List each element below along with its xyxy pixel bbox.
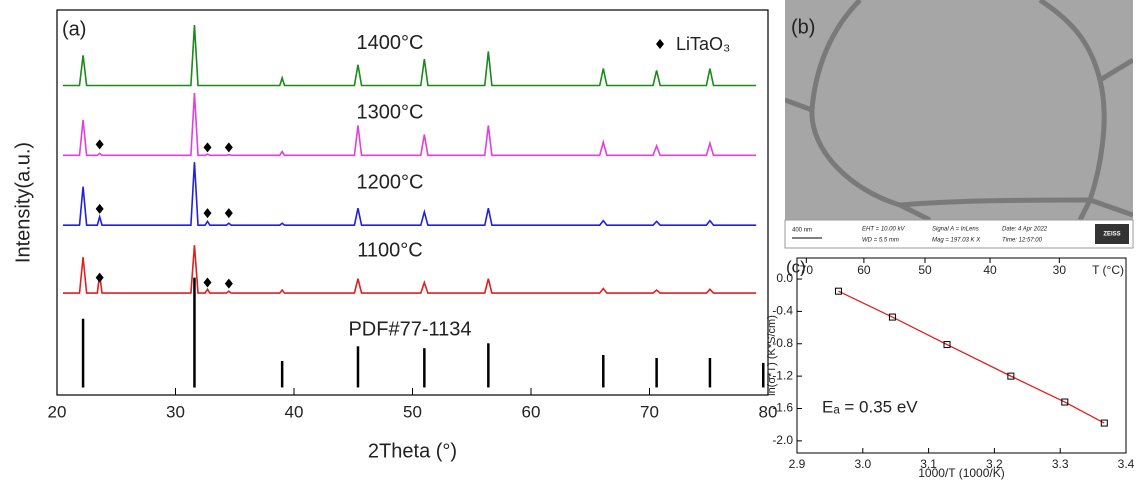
- sem-info: WD = 5.5 mm: [862, 238, 899, 244]
- diamond-marker: [95, 203, 104, 214]
- x2-tick-label: 70: [800, 263, 814, 277]
- x-axis-label: 2Theta (°): [368, 440, 457, 462]
- x-tick-label: 60: [522, 402, 541, 421]
- x-tick-label: 30: [166, 402, 185, 421]
- y-axis-label: Intensity(a.u.): [12, 142, 34, 263]
- sem-info: Date: 4 Apr 2022: [1002, 227, 1048, 233]
- legend-marker: [656, 39, 664, 49]
- y-tick-label: -2.0: [772, 433, 793, 447]
- series-label: 1300°C: [357, 102, 424, 124]
- x-tick-label: 2.9: [789, 457, 806, 471]
- x-tick-label: 80: [759, 402, 778, 421]
- panel-label: (b): [791, 16, 815, 38]
- x2-tick-label: 40: [983, 263, 997, 277]
- x-tick-label: 3.1: [920, 457, 937, 471]
- logo: ZEISS: [1103, 232, 1120, 238]
- sem-info: Mag = 197.03 K X: [932, 238, 981, 244]
- x-tick-label: 20: [48, 402, 67, 421]
- x-tick-label: 50: [403, 402, 422, 421]
- grain-edge: [1089, 197, 1133, 218]
- diamond-marker: [95, 139, 104, 150]
- x-tick-label: 40: [285, 402, 304, 421]
- grain-boundaries: [785, 0, 1133, 220]
- plot-frame: [796, 257, 1127, 454]
- data-point: [1100, 419, 1108, 427]
- diamond-marker: [224, 142, 233, 153]
- reference-label: PDF#77-1134: [348, 318, 471, 340]
- x-tick-label: 3.2: [986, 457, 1003, 471]
- sem-image: [785, 0, 1133, 220]
- annotation: Eₐ = 0.35 eV: [822, 397, 918, 416]
- grain-edge: [809, 0, 932, 220]
- diamond-marker: [203, 142, 212, 153]
- x2-axis-label: T (°C): [1092, 263, 1124, 277]
- sem-info: Signal A = InLens: [932, 227, 979, 233]
- y-tick-label: -1.6: [772, 401, 793, 415]
- scale-label: 400 nm: [792, 228, 812, 234]
- x-axis-label: 1000/T (1000/K): [918, 466, 1005, 480]
- fit-line: [838, 290, 1105, 424]
- xrd-line: [62, 25, 757, 87]
- y-tick-label: -0.4: [772, 304, 793, 318]
- grain-edge: [785, 97, 813, 113]
- data-point: [1007, 372, 1015, 380]
- diamond-marker: [203, 277, 212, 288]
- x2-tick-label: 60: [857, 263, 871, 277]
- sem-info: Time: 12:57:00: [1002, 238, 1043, 244]
- sem-info: EHT = 10.00 kV: [862, 227, 906, 233]
- x-tick-label: 3.4: [1118, 457, 1135, 471]
- grain-edge: [899, 197, 1091, 208]
- grain-edge: [1098, 57, 1133, 83]
- series-label: 1400°C: [357, 32, 424, 54]
- xrd-line: [62, 245, 757, 294]
- panel-label: (a): [62, 18, 86, 40]
- legend-label: LiTaO₃: [676, 34, 730, 54]
- diamond-marker: [95, 272, 104, 283]
- data-point: [834, 287, 842, 295]
- diamond-marker: [224, 278, 233, 289]
- series-label: 1200°C: [357, 171, 424, 193]
- x-tick-label: 70: [640, 402, 659, 421]
- sem-info-bar: [784, 219, 1134, 249]
- y-axis-label: ln(σ*T) (K*S/cm): [766, 315, 778, 396]
- series-label: 1100°C: [357, 239, 422, 261]
- x2-tick-label: 30: [1053, 263, 1067, 277]
- xrd-line: [62, 92, 757, 157]
- y-tick-label: 0.0: [776, 271, 793, 285]
- diamond-marker: [224, 208, 233, 219]
- y-tick-label: -1.2: [772, 368, 793, 382]
- data-point: [1061, 398, 1069, 406]
- xrd-line: [62, 162, 757, 226]
- x-tick-label: 3.0: [854, 457, 871, 471]
- y-tick-label: -0.8: [772, 336, 793, 350]
- diamond-marker: [203, 208, 212, 219]
- x2-tick-label: 50: [918, 263, 932, 277]
- x-tick-label: 3.3: [1052, 457, 1069, 471]
- panel-label: (c): [786, 257, 806, 276]
- grain-edge: [1038, 0, 1107, 220]
- data-point: [888, 313, 896, 321]
- data-point: [943, 341, 951, 349]
- logo-box: [1095, 224, 1129, 244]
